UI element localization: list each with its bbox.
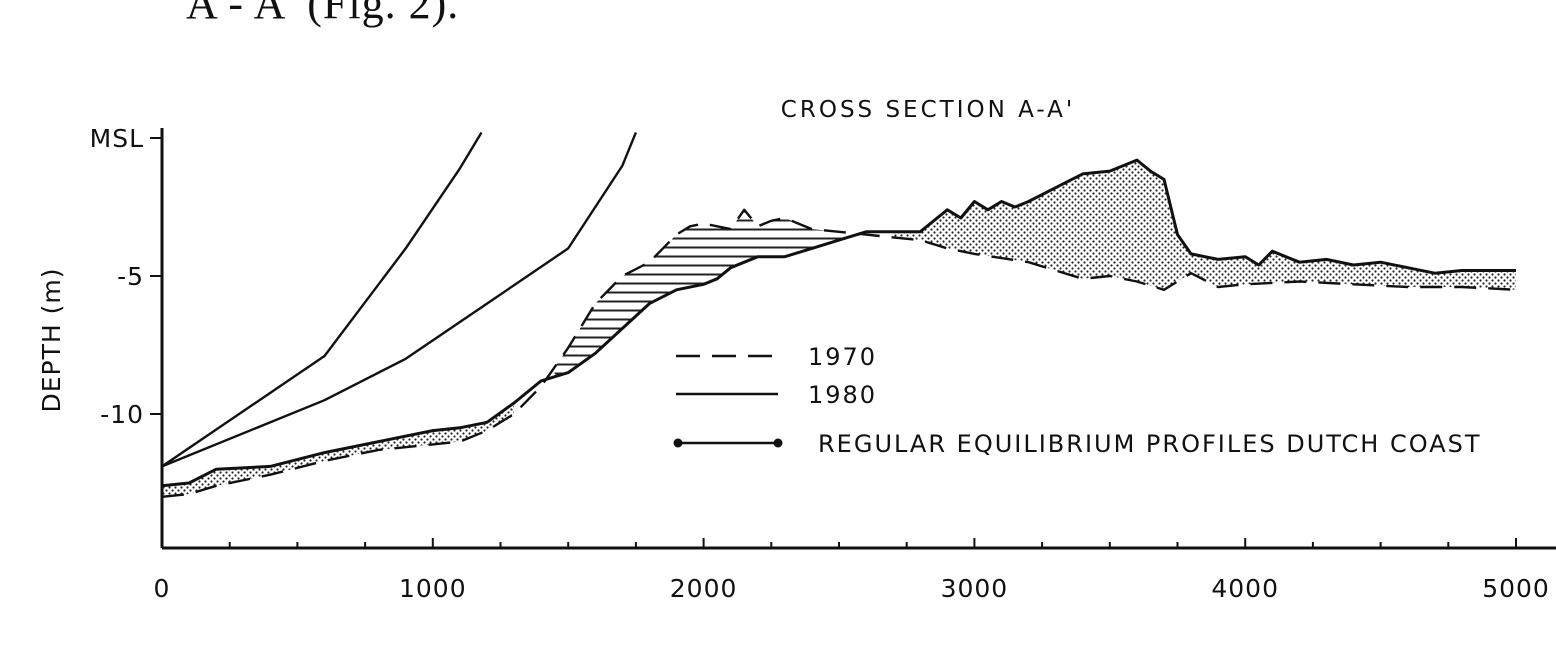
chart-title: CROSS SECTION A-A' [781, 97, 1075, 123]
series-line-4 [161, 132, 638, 468]
x-tick-label: 5000 [1482, 574, 1550, 603]
legend-dot [673, 438, 683, 448]
x-tick-label: 1000 [399, 574, 467, 603]
y-axis-ticks: MSL -5 -10 [90, 124, 162, 429]
series-line-3 [161, 131, 483, 468]
y-tick-label: MSL [90, 124, 144, 153]
x-tick-label: 2000 [670, 574, 738, 603]
y-axis-label: DEPTH (m) [37, 268, 66, 413]
legend-label: REGULAR EQUILIBRIUM PROFILES DUTCH COAST [818, 430, 1482, 458]
series-lines [161, 131, 1517, 498]
y-tick-label: -5 [117, 262, 144, 291]
x-tick-label: 3000 [941, 574, 1009, 603]
x-axis-ticks: 0 1000 2000 3000 4000 5000 [154, 538, 1550, 603]
caption-fragment: A - A' (Fig. 2). [186, 0, 460, 28]
legend-label: 1970 [808, 343, 877, 371]
series-line-1 [161, 208, 1517, 498]
y-tick-label: -10 [100, 400, 144, 429]
legend: 1970 1980 REGULAR EQUILIBRIUM PROFILES DUT… [673, 343, 1482, 458]
series-line-2 [161, 158, 1516, 488]
x-tick-label: 0 [154, 574, 171, 603]
legend-dot [773, 438, 783, 448]
x-tick-label: 4000 [1211, 574, 1279, 603]
hatched-erosion-area [554, 209, 853, 377]
legend-label: 1980 [808, 381, 877, 409]
